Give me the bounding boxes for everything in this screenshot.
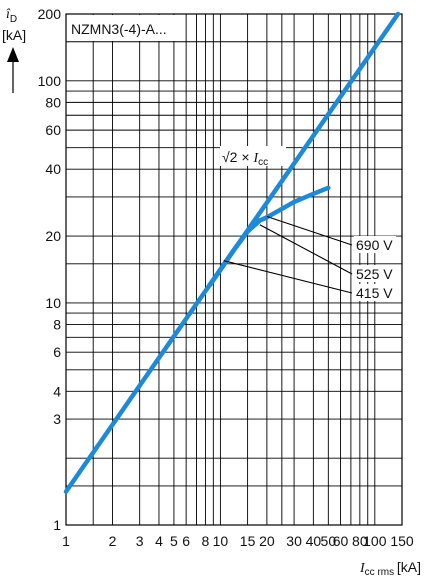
x-axis-symbol: I — [359, 561, 366, 576]
x-tick-label: 15 — [240, 533, 256, 549]
y-tick-label: 40 — [45, 161, 61, 177]
y-tick-label: 200 — [38, 6, 62, 22]
y-axis-subscript: D — [10, 14, 17, 25]
annotation-label: 525 V — [356, 266, 393, 282]
x-tick-label: 4 — [155, 533, 163, 549]
y-axis-label: îD — [6, 7, 17, 25]
x-axis-label: Icc rms [kA] — [359, 559, 421, 578]
curve-label: √2 × Icc — [222, 149, 268, 168]
x-tick-label: 30 — [286, 533, 302, 549]
leader-lines — [223, 215, 353, 294]
y-tick-label: 1 — [53, 517, 61, 533]
y-tick-label: 80 — [45, 94, 61, 110]
x-tick-label: 50 — [321, 533, 337, 549]
y-axis-symbol: î — [6, 7, 11, 22]
chart-text: 690 V 525 V 415 V NZMN3(-4)-A... √2 × Icc îD [… — [2, 7, 421, 578]
curve-label-bg — [220, 146, 286, 166]
x-tick-label: 100 — [363, 533, 387, 549]
curve-label-symbol: I — [252, 151, 259, 166]
y-axis-unit: [kA] — [2, 27, 26, 43]
x-tick-label: 8 — [202, 533, 210, 549]
plot-frame — [65, 13, 403, 526]
y-tick-label: 10 — [45, 295, 61, 311]
chart-title: NZMN3(-4)-A... — [71, 21, 167, 37]
annotation-label-bg — [354, 284, 396, 301]
y-tick-label: 8 — [53, 316, 61, 332]
x-tick-label: 60 — [333, 533, 349, 549]
y-tick-label: 6 — [53, 344, 61, 360]
y-axis-arrow-head — [7, 47, 19, 62]
x-tick-label: 5 — [170, 533, 178, 549]
x-tick-label: 10 — [213, 533, 229, 549]
annotation-label: 690 V — [356, 237, 393, 253]
curve-label-subscript: cc — [258, 157, 268, 168]
x-axis-subscript: cc rms — [365, 567, 397, 578]
x-tick-label: 6 — [182, 533, 190, 549]
leader-line — [259, 224, 353, 275]
x-tick-label: 2 — [109, 533, 117, 549]
y-tick-label: 4 — [53, 383, 61, 399]
leader-line — [223, 260, 353, 294]
y-tick-label: 100 — [38, 73, 62, 89]
annotation-label-bg — [354, 265, 396, 282]
x-tick-label: 40 — [306, 533, 322, 549]
x-tick-label: 20 — [259, 533, 275, 549]
x-axis-unit: [kA] — [397, 559, 421, 575]
x-tick-label: 3 — [136, 533, 144, 549]
leader-line — [266, 215, 353, 246]
grid — [65, 13, 403, 526]
x-tick-label: 150 — [390, 533, 414, 549]
y-tick-label: 20 — [45, 228, 61, 244]
series-line — [207, 229, 250, 288]
x-tick-label: 80 — [352, 533, 368, 549]
series-lines — [63, 11, 401, 494]
annotation-label: 415 V — [356, 285, 393, 301]
annotation-label-bg — [354, 236, 396, 253]
y-tick-labels: 1 3 4 6 8 10 20 40 60 80 100 200 — [38, 6, 62, 533]
y-tick-label: 60 — [45, 122, 61, 138]
x-tick-label: 1 — [62, 533, 70, 549]
y-tick-label: 3 — [53, 411, 61, 427]
title-bg — [67, 15, 179, 41]
